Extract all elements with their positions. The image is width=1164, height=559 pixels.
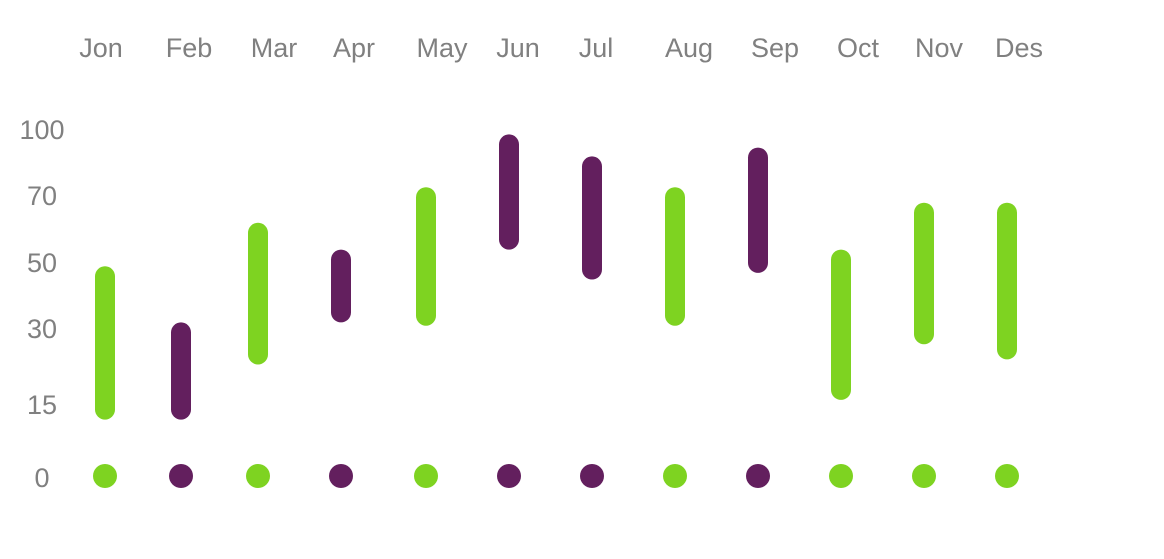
month-label-apr: Apr xyxy=(333,33,375,63)
month-labels: Jon Feb Mar Apr May Jun Jul Aug Sep Oct Nov Des xyxy=(79,33,1043,63)
baseline-dot-oct xyxy=(829,464,853,488)
range-bar-jul xyxy=(582,156,602,280)
y-tick-label-100: 100 xyxy=(19,115,64,145)
baseline-dot-jon xyxy=(93,464,117,488)
range-bar-des xyxy=(997,202,1017,360)
range-bar-oct xyxy=(831,249,851,400)
baseline-dot-mar xyxy=(246,464,270,488)
y-tick-label-0: 0 xyxy=(34,463,49,493)
y-tick-label-30: 30 xyxy=(27,314,57,344)
baseline-dot-nov xyxy=(912,464,936,488)
range-bar-nov xyxy=(914,202,934,345)
range-bar-sep xyxy=(748,147,768,273)
range-bar-aug xyxy=(665,187,685,326)
y-axis-tick-labels: 0 15 30 50 70 100 xyxy=(19,115,64,493)
month-label-jon: Jon xyxy=(79,33,123,63)
baseline-dot-jun xyxy=(497,464,521,488)
range-bar-apr xyxy=(331,249,351,323)
baseline-dot-apr xyxy=(329,464,353,488)
baseline-dot-sep xyxy=(746,464,770,488)
month-label-nov: Nov xyxy=(915,33,964,63)
y-tick-label-15: 15 xyxy=(27,390,57,420)
month-label-mar: Mar xyxy=(251,33,298,63)
baseline-dot-aug xyxy=(663,464,687,488)
range-bar-mar xyxy=(248,222,268,365)
baseline-dot-may xyxy=(414,464,438,488)
baseline-dot-des xyxy=(995,464,1019,488)
range-bar-feb xyxy=(171,322,191,420)
range-bar-may xyxy=(416,187,436,326)
month-label-jul: Jul xyxy=(579,33,614,63)
month-label-feb: Feb xyxy=(166,33,213,63)
range-bars xyxy=(95,134,1017,420)
month-label-oct: Oct xyxy=(837,33,880,63)
baseline-dot-feb xyxy=(169,464,193,488)
baseline-dots xyxy=(93,464,1019,488)
y-tick-label-50: 50 xyxy=(27,248,57,278)
month-label-jun: Jun xyxy=(496,33,540,63)
baseline-dot-jul xyxy=(580,464,604,488)
range-bar-jon xyxy=(95,266,115,420)
month-label-may: May xyxy=(416,33,468,63)
month-label-des: Des xyxy=(995,33,1043,63)
range-bar-jun xyxy=(499,134,519,250)
y-tick-label-70: 70 xyxy=(27,181,57,211)
month-label-aug: Aug xyxy=(665,33,713,63)
month-label-sep: Sep xyxy=(751,33,799,63)
